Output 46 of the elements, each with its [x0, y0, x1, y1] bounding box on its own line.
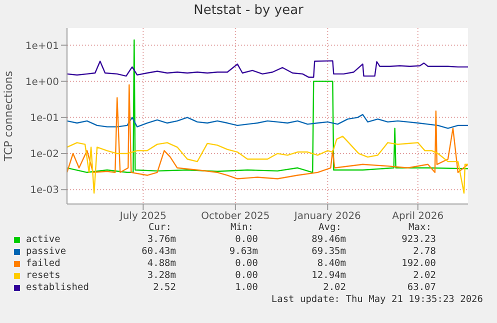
legend-label: resets [26, 270, 60, 281]
legend-label: passive [26, 246, 66, 257]
text: Last update: Thu May 21 19:35:23 2026 [271, 294, 483, 305]
text: 192.00 [400, 258, 436, 269]
text: 69.35m [310, 246, 346, 257]
legend-label: established [26, 282, 89, 293]
chart-title: Netstat - by year [192, 3, 304, 18]
text: Avg: [318, 222, 342, 233]
text: 9.63m [228, 246, 258, 257]
legend-label: failed [26, 258, 60, 269]
text: 8.40m [316, 258, 346, 269]
y-tick-label: 1e-03 [30, 185, 59, 196]
line-series [67, 114, 468, 129]
text: 3.28m [146, 270, 176, 281]
y-tick-label: 1e+00 [25, 76, 59, 88]
legend-label: active [26, 234, 60, 245]
text: 60.43m [140, 246, 176, 257]
line-series [67, 136, 468, 194]
text: 0.00 [234, 258, 258, 269]
text: 2.02 [322, 282, 346, 293]
line-series [67, 39, 468, 174]
y-axis-title: TCP connections [2, 70, 15, 162]
line-series [67, 84, 468, 180]
x-tick-label: January 2026 [293, 211, 361, 222]
x-tick-label: July 2025 [118, 211, 167, 222]
text: Max: [408, 222, 432, 233]
text: 4.88m [146, 258, 176, 269]
text: 2.78 [412, 246, 436, 257]
x-tick-label: April 2026 [392, 211, 444, 222]
text: 2.02 [412, 270, 436, 281]
text: Min: [230, 222, 254, 233]
line-series [67, 60, 468, 78]
y-tick-label: 1e+01 [25, 40, 59, 52]
y-tick-label: 1e-02 [30, 149, 59, 160]
x-tick-label: October 2025 [201, 211, 270, 222]
y-tick-label: 1e-01 [30, 112, 59, 124]
text: 89.46m [310, 234, 346, 245]
text: 12.94m [310, 270, 346, 281]
text: 0.00 [234, 270, 258, 281]
text: 3.76m [146, 234, 176, 245]
text: 1.00 [234, 282, 258, 293]
text: 2.52 [152, 282, 176, 293]
text: 923.23 [400, 234, 436, 245]
text: Cur: [148, 222, 172, 233]
text: 63.07 [406, 282, 436, 293]
text: 0.00 [234, 234, 258, 245]
